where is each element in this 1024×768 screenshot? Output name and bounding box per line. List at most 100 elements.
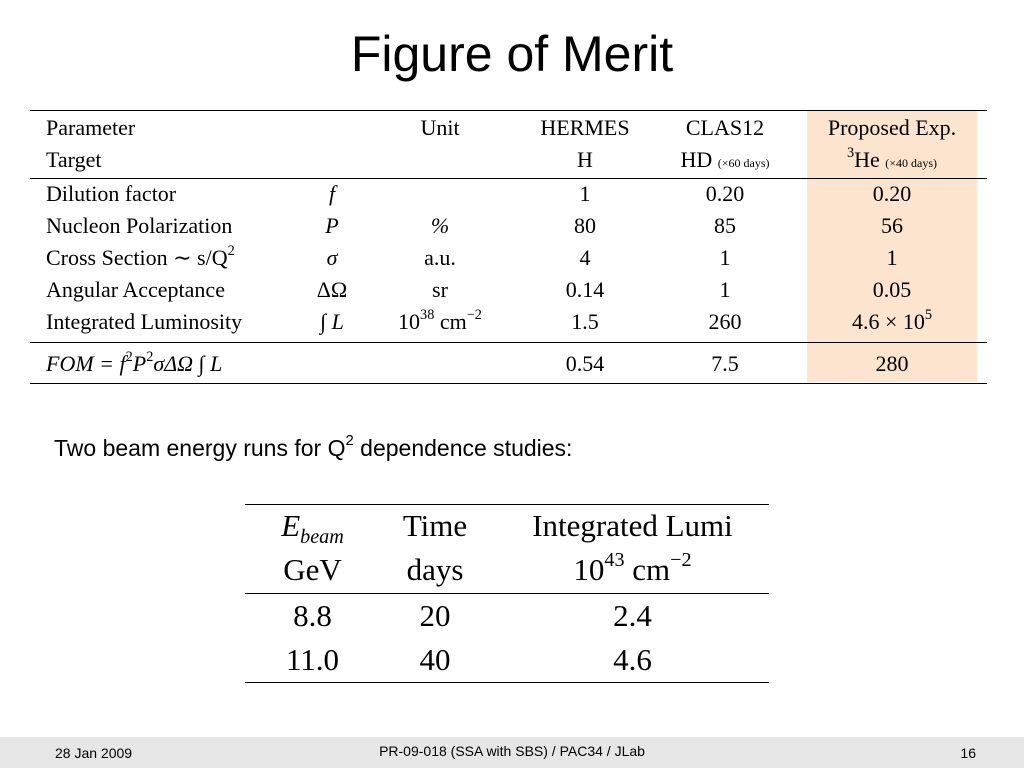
beam-rule-header: [245, 593, 769, 594]
slide-title: Figure of Merit: [350, 26, 674, 82]
row-hermes: 0.14: [565, 277, 605, 302]
row-parameter: Angular Acceptance: [46, 277, 225, 302]
beam-ebeam: 8.8: [293, 598, 332, 633]
beam-header-lumi: Integrated Lumi: [532, 508, 733, 543]
fom-formula-b: P: [132, 351, 147, 376]
fom-proposed: 280: [875, 351, 909, 376]
beam-energy-heading: Two beam energy runs for Q2 dependence s…: [54, 432, 572, 464]
target-proposed-note: (×40 days): [885, 156, 938, 170]
beam-lumi: 2.4: [613, 598, 652, 633]
row-hermes: 4: [579, 245, 591, 270]
beam-lumi: 4.6: [613, 642, 652, 677]
table-row: Angular Acceptance ΔΩ sr 0.14 1 0.05: [30, 274, 987, 306]
row-proposed: 4.6 × 105: [807, 306, 977, 338]
row-unit: 1038 cm−2: [370, 306, 510, 338]
fom-formula-c: σΔΩ ∫ L: [153, 351, 223, 376]
footer-center: PR-09-018 (SSA with SBS) / PAC34 / JLab: [379, 743, 645, 759]
table-row: Cross Section ∼ s/Q2 σ a.u. 4 1 1: [30, 242, 987, 274]
row-unit-exp: 38: [420, 306, 435, 323]
table-rule-header: [30, 178, 987, 179]
target-label: Target: [46, 147, 102, 172]
beam-header-ebeam-main: E: [281, 508, 301, 543]
row-proposed-base: 4.6 × 10: [851, 309, 925, 334]
row-parameter: Cross Section ∼ s/Q2: [46, 242, 235, 274]
fom-row: FOM = f2P2σΔΩ ∫ L 0.54 7.5 280: [30, 348, 987, 380]
lumi-unit-base: 10: [573, 552, 605, 587]
row-symbol: f: [328, 181, 336, 206]
fom-clas12: 7.5: [711, 351, 739, 376]
table-header-row: Parameter Unit HERMES CLAS12 Proposed Ex…: [30, 112, 987, 144]
row-unit: a.u.: [424, 245, 456, 270]
row-proposed: 56: [881, 213, 903, 238]
beam-rule-top: [245, 504, 769, 505]
header-hermes: HERMES: [540, 115, 630, 140]
row-unit: sr: [432, 277, 448, 302]
fom-formula-a: FOM = f: [46, 351, 126, 376]
table-row: Dilution factor f 1 0.20 0.20: [30, 178, 987, 210]
header-proposed: Proposed Exp.: [827, 115, 957, 140]
row-symbol: ∫ L: [320, 309, 344, 334]
beam-header-row-1: Ebeam Time Integrated Lumi: [245, 504, 769, 548]
beam-rule-bottom: [245, 682, 769, 683]
row-proposed: 0.20: [872, 181, 912, 206]
table-rule-top: [30, 110, 987, 111]
row-proposed: 1: [886, 245, 898, 270]
beam-header-row-2: GeV days 1043 cm−2: [245, 548, 769, 592]
beam-ebeam: 11.0: [285, 642, 340, 677]
beam-header-time: Time: [402, 508, 468, 543]
table-row: 8.8 20 2.4: [245, 594, 769, 638]
header-parameter: Parameter: [46, 115, 136, 140]
row-parameter: Integrated Luminosity: [46, 309, 243, 334]
lumi-unit-exp: 43: [604, 548, 625, 571]
target-row: Target H HD (×60 days) 3He (×40 days): [30, 144, 987, 176]
beam-header-gev: GeV: [283, 552, 342, 587]
row-symbol: P: [325, 213, 339, 238]
beam-time: 40: [419, 642, 451, 677]
row-hermes: 80: [574, 213, 596, 238]
row-clas12: 1: [719, 245, 731, 270]
lumi-unit-rest: cm: [624, 552, 671, 587]
beam-energy-heading-after: dependence studies:: [353, 435, 573, 461]
table-row: Nucleon Polarization P % 80 85 56: [30, 210, 987, 242]
row-unit-rest-exp: −2: [466, 306, 482, 323]
header-clas12: CLAS12: [685, 115, 765, 140]
row-parameter: Dilution factor: [46, 181, 177, 206]
target-clas12-main: HD: [680, 147, 713, 172]
fom-formula: FOM = f2P2σΔΩ ∫ L: [46, 348, 222, 380]
target-proposed-sup: 3: [846, 144, 855, 161]
row-symbol: ΔΩ: [316, 277, 348, 302]
target-clas12-note: (×60 days): [717, 156, 770, 170]
beam-header-lumi-unit: 1043 cm−2: [500, 548, 765, 592]
header-unit: Unit: [420, 115, 460, 140]
target-proposed: 3He (×40 days): [807, 144, 977, 179]
row-unit-base: 10: [398, 309, 421, 334]
row-clas12: 1: [719, 277, 731, 302]
row-parameter: Nucleon Polarization: [46, 213, 233, 238]
table-rule-fom: [30, 342, 987, 343]
row-unit: %: [430, 213, 450, 238]
beam-header-ebeam-sub: beam: [300, 526, 344, 549]
row-clas12: 260: [708, 309, 742, 334]
beam-header-days: days: [406, 552, 464, 587]
target-clas12: HD (×60 days): [660, 144, 790, 179]
row-clas12: 85: [714, 213, 736, 238]
row-hermes: 1: [579, 181, 591, 206]
proposed-column-highlight: [807, 111, 977, 382]
row-proposed: 0.05: [872, 277, 912, 302]
fom-table: Parameter Unit HERMES CLAS12 Proposed Ex…: [30, 109, 987, 384]
beam-time: 20: [419, 598, 451, 633]
beam-energy-heading-before: Two beam energy runs for Q: [54, 435, 346, 461]
beam-table: Ebeam Time Integrated Lumi GeV days 1043…: [245, 504, 769, 684]
fom-formula-sup-b: 2: [146, 348, 154, 365]
row-parameter-text: Cross Section ∼ s/Q: [46, 245, 228, 270]
fom-hermes: 0.54: [565, 351, 605, 376]
beam-energy-heading-sup: 2: [345, 432, 354, 450]
row-clas12: 0.20: [705, 181, 745, 206]
row-unit-rest: cm: [434, 309, 467, 334]
fom-formula-sup-a: 2: [125, 348, 133, 365]
table-rule-bottom: [30, 383, 987, 384]
target-proposed-main: He: [854, 147, 880, 172]
table-row: 11.0 40 4.6: [245, 638, 769, 682]
row-symbol: σ: [326, 245, 338, 270]
footer-page-number: 16: [960, 745, 976, 761]
